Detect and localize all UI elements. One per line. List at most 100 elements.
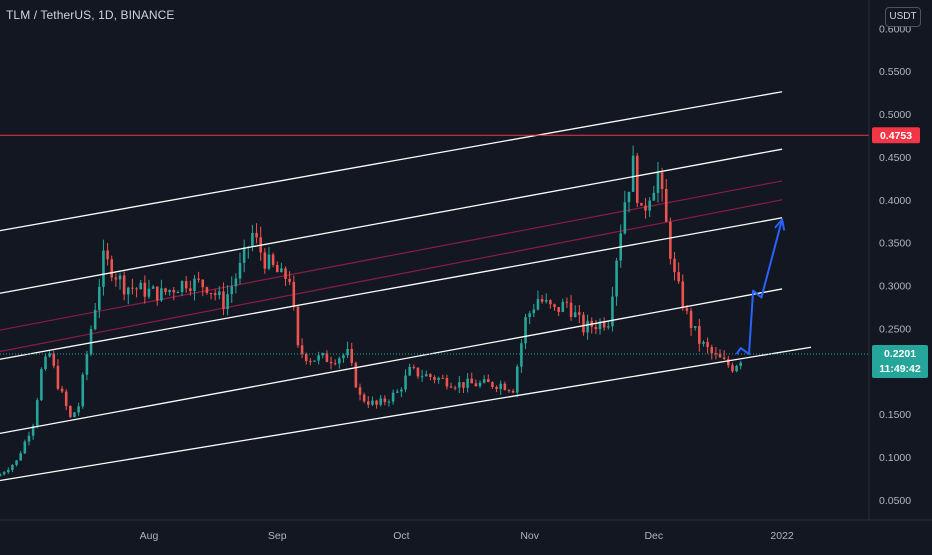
candle-down xyxy=(155,286,159,301)
candle-up xyxy=(6,469,10,473)
candle-down xyxy=(222,291,225,310)
candle-down xyxy=(453,387,457,389)
candle-down xyxy=(689,310,693,328)
candle-down xyxy=(213,293,217,296)
time-tick-label: Sep xyxy=(268,530,287,542)
candle-down xyxy=(275,264,279,273)
candle-down xyxy=(300,345,304,354)
candle-down xyxy=(495,386,498,390)
candle-up xyxy=(408,366,411,376)
candle-up xyxy=(321,353,325,356)
candle-up xyxy=(648,200,651,211)
candle-down xyxy=(487,379,490,383)
candle-down xyxy=(540,299,544,302)
candle-down xyxy=(557,307,560,312)
candle-up xyxy=(40,369,43,401)
candle-up xyxy=(44,356,47,370)
candle-down xyxy=(64,391,68,406)
price-tick-label: 0.3000 xyxy=(879,281,911,293)
candle-up xyxy=(395,391,399,393)
channel-line[interactable] xyxy=(0,346,812,482)
channel-line[interactable] xyxy=(0,148,783,294)
candle-up xyxy=(735,365,738,372)
channel-line[interactable] xyxy=(0,288,783,435)
time-tick-label: Nov xyxy=(520,530,539,542)
candle-up xyxy=(478,382,482,387)
candle-down xyxy=(491,382,494,387)
price-tick-label: 0.1000 xyxy=(879,452,911,464)
candle-down xyxy=(681,281,685,309)
drawings-layer-front xyxy=(0,91,869,482)
price-tick-label: 0.3500 xyxy=(879,238,911,250)
candle-up xyxy=(702,341,705,344)
price-tags: 0.4753 0.2201 11:49:42 xyxy=(872,127,928,379)
candle-down xyxy=(106,250,109,260)
candle-down xyxy=(549,300,552,305)
candle-up xyxy=(176,292,180,294)
candle-up xyxy=(520,343,523,367)
candle-up xyxy=(147,288,151,297)
candle-down xyxy=(669,221,672,259)
candle-down xyxy=(309,360,312,362)
candle-up xyxy=(338,358,341,364)
candle-up xyxy=(524,317,527,344)
projection-arrow-path[interactable] xyxy=(735,219,784,356)
candle-up xyxy=(424,374,428,377)
channel-line[interactable] xyxy=(0,217,783,360)
candle-up xyxy=(528,313,531,318)
candle-up xyxy=(218,291,221,296)
time-tick-label: Oct xyxy=(393,530,409,542)
candle-up xyxy=(23,441,27,454)
symbol-title: TLM / TetherUS, 1D, BINANCE xyxy=(6,8,175,22)
candle-up xyxy=(652,192,656,201)
price-tick-label: 0.0500 xyxy=(879,495,911,507)
currency-badge[interactable]: USDT xyxy=(885,7,921,27)
candle-up xyxy=(251,232,254,247)
time-tick-label: 2022 xyxy=(770,530,794,542)
candle-down xyxy=(416,367,420,377)
candle-up xyxy=(234,278,238,287)
candle-down xyxy=(462,382,465,388)
channel-line[interactable] xyxy=(0,91,783,232)
price-tick-label: 0.5000 xyxy=(879,109,911,121)
candle-down xyxy=(441,377,445,379)
inner-channel-line[interactable] xyxy=(0,180,783,331)
level-price-tag xyxy=(872,127,920,144)
candle-up xyxy=(739,362,743,366)
candle-down xyxy=(640,203,643,206)
candle-down xyxy=(325,353,329,362)
candle-down xyxy=(685,308,689,311)
candle-down xyxy=(304,353,308,361)
candle-down xyxy=(569,302,573,317)
candle-up xyxy=(391,392,395,402)
candle-down xyxy=(201,279,205,288)
candle-down xyxy=(172,290,176,293)
candle-down xyxy=(714,353,718,355)
time-tick-label: Aug xyxy=(140,530,159,542)
candle-down xyxy=(255,232,258,238)
candle-up xyxy=(437,377,440,380)
candle-up xyxy=(48,353,51,357)
candle-down xyxy=(296,306,300,346)
candle-up xyxy=(466,378,469,388)
candle-down xyxy=(602,321,606,328)
candle-up xyxy=(561,301,565,312)
candle-down xyxy=(110,259,114,278)
candle-down xyxy=(635,155,639,204)
drawings-layer-back xyxy=(0,180,783,353)
time-axis[interactable]: Aug Sep Oct Nov Dec 2022 xyxy=(140,530,794,542)
candle-up xyxy=(11,464,14,470)
candle-down xyxy=(69,405,72,418)
candle-down xyxy=(197,278,200,280)
candle-up xyxy=(81,374,85,407)
price-tick-label: 0.2500 xyxy=(879,323,911,335)
candle-down xyxy=(594,326,598,330)
inner-channel-line[interactable] xyxy=(0,199,783,353)
candle-up xyxy=(544,300,548,302)
candle-up xyxy=(586,320,589,333)
candle-down xyxy=(731,365,734,372)
candle-up xyxy=(15,460,18,465)
candle-down xyxy=(164,288,167,293)
candle-down xyxy=(184,281,188,289)
